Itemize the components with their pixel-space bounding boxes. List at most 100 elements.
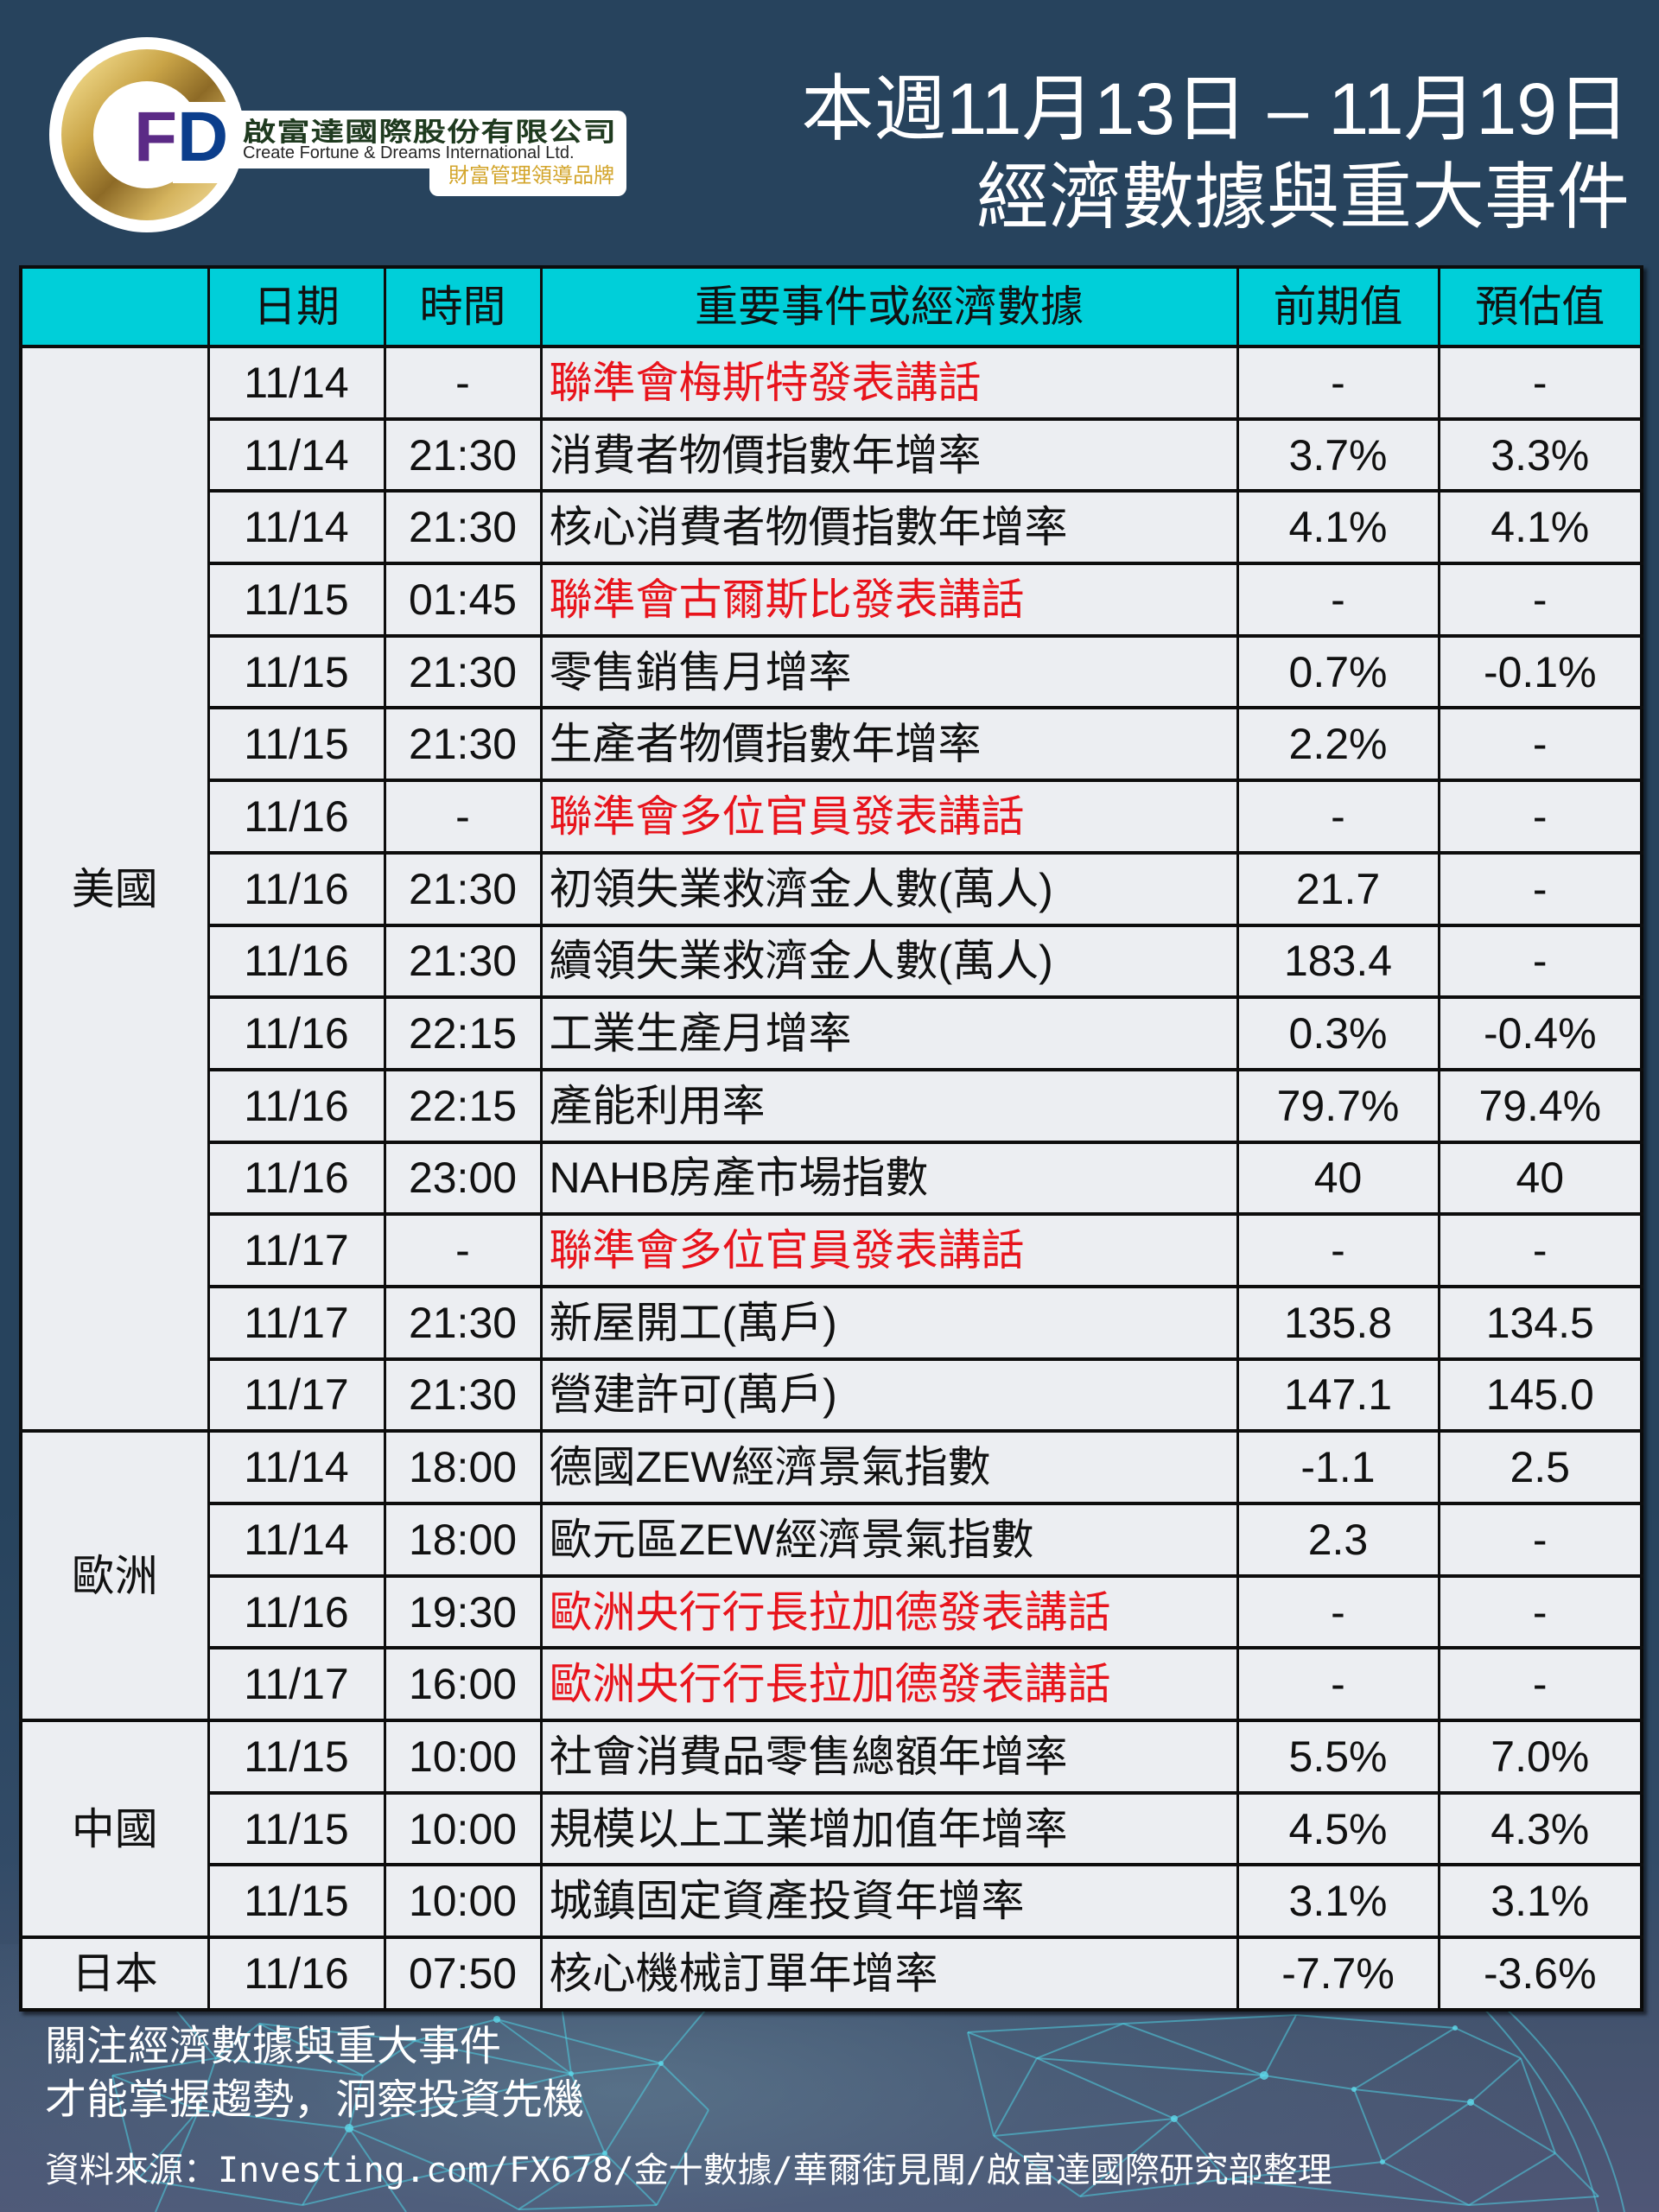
logo-letter-d: D: [177, 98, 229, 176]
previous-value-cell: 0.3%: [1236, 995, 1440, 1071]
date-cell: 11/17: [207, 1646, 386, 1723]
forecast-value-cell: 7.0%: [1437, 1719, 1643, 1795]
previous-value-cell: 5.5%: [1236, 1719, 1440, 1795]
event-cell: 歐洲央行行長拉加德發表講話: [539, 1573, 1239, 1650]
table-row: 11/16 - 聯準會多位官員發表講話 - -: [21, 779, 1643, 855]
date-cell: 11/15: [207, 1863, 386, 1940]
time-cell: 21:30: [383, 633, 543, 710]
table-header-row: 日期 時間 重要事件或經濟數據 前期值 預估值: [19, 265, 1643, 348]
page-title: 本週11月13日 – 11月19日 經濟數據與重大事件: [801, 65, 1630, 241]
table-row: 11/17 16:00 歐洲央行行長拉加德發表講話 - -: [21, 1646, 1643, 1723]
forecast-value-cell: -: [1437, 850, 1643, 927]
time-cell: 22:15: [383, 995, 543, 1071]
forecast-value-cell: 79.4%: [1437, 1067, 1643, 1144]
date-cell: 11/16: [207, 923, 386, 1000]
company-name-english: Create Fortune & Dreams International Lt…: [243, 143, 575, 162]
date-cell: 11/16: [207, 779, 386, 855]
event-cell: 消費者物價指數年增率: [539, 416, 1239, 493]
table-row: 11/17 21:30 新屋開工(萬戶) 135.8 134.5: [21, 1284, 1643, 1361]
forecast-value-cell: 2.5: [1437, 1429, 1643, 1505]
event-cell: 續領失業救濟金人數(萬人): [539, 923, 1239, 1000]
previous-value-cell: 21.7: [1236, 850, 1440, 927]
time-cell: 10:00: [383, 1719, 543, 1795]
previous-value-cell: 2.3: [1236, 1502, 1440, 1578]
forecast-value-cell: -: [1437, 706, 1643, 783]
time-cell: 01:45: [383, 562, 543, 638]
table-row: 11/15 10:00 城鎮固定資產投資年增率 3.1% 3.1%: [21, 1863, 1643, 1940]
event-cell: 歐元區ZEW經濟景氣指數: [539, 1502, 1239, 1578]
time-cell: 21:30: [383, 1357, 543, 1433]
forecast-value-cell: -: [1437, 562, 1643, 638]
table-row: 11/16 22:15 工業生產月增率 0.3% -0.4%: [21, 995, 1643, 1071]
date-cell: 11/16: [207, 1067, 386, 1144]
date-cell: 11/17: [207, 1212, 386, 1288]
previous-value-cell: -: [1236, 1212, 1440, 1288]
forecast-value-cell: 4.3%: [1437, 1790, 1643, 1867]
time-cell: 10:00: [383, 1790, 543, 1867]
forecast-value-cell: 145.0: [1437, 1357, 1643, 1433]
region-cell-china: 中國: [19, 1719, 210, 1940]
time-cell: 21:30: [383, 850, 543, 927]
table-row: 日本 11/16 07:50 核心機械訂單年增率 -7.7% -3.6%: [19, 1936, 1643, 2012]
previous-value-cell: 0.7%: [1236, 633, 1440, 710]
column-header-forecast: 預估值: [1437, 265, 1643, 348]
time-cell: 10:00: [383, 1863, 543, 1940]
event-cell: 城鎮固定資產投資年增率: [539, 1863, 1239, 1940]
event-cell: 社會消費品零售總額年增率: [539, 1719, 1239, 1795]
table-row: 11/15 21:30 生產者物價指數年增率 2.2% -: [21, 706, 1643, 783]
previous-value-cell: 4.1%: [1236, 489, 1440, 566]
table-row: 中國 11/15 10:00 社會消費品零售總額年增率 5.5% 7.0%: [19, 1719, 1643, 1940]
forecast-value-cell: 3.3%: [1437, 416, 1643, 493]
table-row: 11/16 19:30 歐洲央行行長拉加德發表講話 - -: [21, 1573, 1643, 1650]
date-cell: 11/14: [207, 489, 386, 566]
date-cell: 11/14: [207, 416, 386, 493]
forecast-value-cell: -: [1437, 1646, 1643, 1723]
event-cell: 聯準會古爾斯比發表講話: [539, 562, 1239, 638]
table-row: 11/14 21:30 消費者物價指數年增率 3.7% 3.3%: [21, 416, 1643, 493]
title-date-range: 本週11月13日 – 11月19日: [801, 68, 1630, 149]
date-cell: 11/15: [207, 1790, 386, 1867]
network-mesh-decoration: [111, 2006, 1625, 2212]
forecast-value-cell: -0.4%: [1437, 995, 1643, 1071]
forecast-value-cell: 134.5: [1437, 1284, 1643, 1361]
forecast-value-cell: -: [1437, 779, 1643, 855]
table-row: 11/14 18:00 歐元區ZEW經濟景氣指數 2.3 -: [21, 1502, 1643, 1578]
previous-value-cell: 135.8: [1236, 1284, 1440, 1361]
event-cell: 德國ZEW經濟景氣指數: [539, 1429, 1239, 1505]
time-cell: 21:30: [383, 1284, 543, 1361]
column-header-time: 時間: [383, 265, 543, 348]
previous-value-cell: 147.1: [1236, 1357, 1440, 1433]
time-cell: 18:00: [383, 1429, 543, 1505]
time-cell: 21:30: [383, 706, 543, 783]
column-header-region: [19, 265, 210, 348]
forecast-value-cell: -3.6%: [1437, 1936, 1643, 2012]
forecast-value-cell: 4.1%: [1437, 489, 1643, 566]
table-row: 11/16 21:30 初領失業救濟金人數(萬人) 21.7 -: [21, 850, 1643, 927]
event-cell: 零售銷售月增率: [539, 633, 1239, 710]
time-cell: 21:30: [383, 489, 543, 566]
table-row: 11/15 10:00 規模以上工業增加值年增率 4.5% 4.3%: [21, 1790, 1643, 1867]
time-cell: 22:15: [383, 1067, 543, 1144]
table-row: 11/16 22:15 產能利用率 79.7% 79.4%: [21, 1067, 1643, 1144]
previous-value-cell: -: [1236, 1646, 1440, 1723]
table-row: 歐洲 11/14 18:00 德國ZEW經濟景氣指數 -1.1 2.5: [19, 1429, 1643, 1723]
table-row: 11/15 21:30 零售銷售月增率 0.7% -0.1%: [21, 633, 1643, 710]
forecast-value-cell: -: [1437, 345, 1643, 421]
event-cell: 歐洲央行行長拉加德發表講話: [539, 1646, 1239, 1723]
table-row: 美國 11/14 - 聯準會梅斯特發表講話 - -: [19, 344, 1643, 1433]
previous-value-cell: 3.1%: [1236, 1863, 1440, 1940]
forecast-value-cell: -: [1437, 923, 1643, 1000]
forecast-value-cell: -0.1%: [1437, 633, 1643, 710]
footer-tagline-line1: 關注經濟數據與重大事件: [45, 2024, 502, 2069]
footer-tagline-line2: 才能掌握趨勢，洞察投資先機: [45, 2077, 585, 2123]
event-cell: 聯準會梅斯特發表講話: [539, 345, 1239, 421]
table-row: 11/15 01:45 聯準會古爾斯比發表講話 - -: [21, 562, 1643, 638]
forecast-value-cell: 3.1%: [1437, 1863, 1643, 1940]
time-cell: -: [383, 345, 543, 421]
forecast-value-cell: 40: [1437, 1140, 1643, 1217]
date-cell: 11/16: [207, 1140, 386, 1217]
date-cell: 11/14: [207, 1429, 386, 1505]
date-cell: 11/15: [207, 633, 386, 710]
title-subject: 經濟數據與重大事件: [976, 156, 1630, 238]
time-cell: -: [383, 779, 543, 855]
